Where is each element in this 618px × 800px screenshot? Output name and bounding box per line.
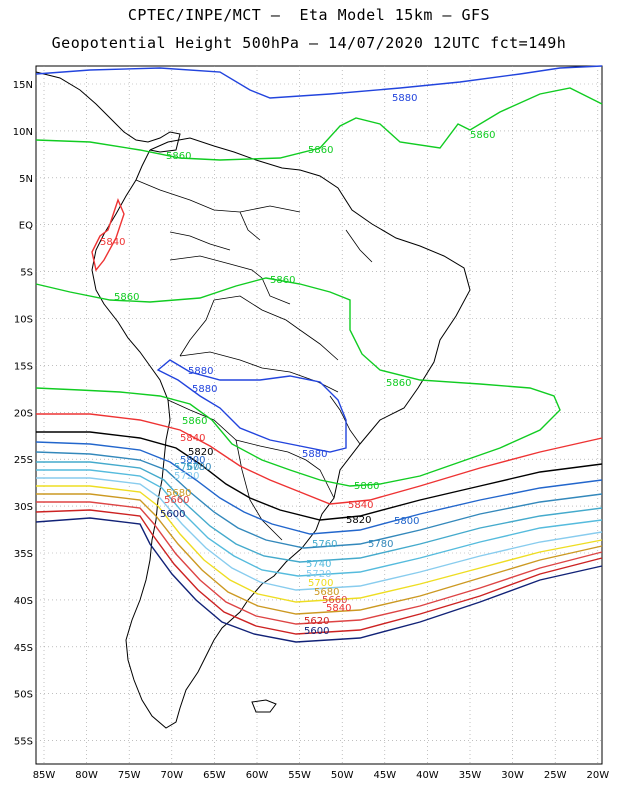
longitude-label: 80W: [75, 770, 98, 781]
contour-label-5860-central-b: 5860: [114, 292, 139, 303]
contour-label-5860-south-a: 5860: [182, 416, 207, 427]
contour-5660: [36, 501, 603, 625]
latitude-label: 30S: [14, 502, 33, 513]
latitude-label: EQ: [19, 221, 33, 232]
central-america-coast: [35, 71, 181, 153]
latitude-label: 25S: [14, 455, 33, 466]
contour-label-5800-east: 5800: [394, 516, 419, 527]
map-title-line1: CPTEC/INPE/MCT – Eta Model 15km – GFS: [127, 6, 491, 24]
contour-label-5860-south-b: 5860: [354, 481, 379, 492]
contour-label-5880-central-a: 5880: [188, 366, 213, 377]
contour-5600: [35, 517, 603, 643]
latitude-label: 5N: [19, 174, 33, 185]
contour-label-5720-west: 5720: [174, 471, 199, 482]
latitude-label: 50S: [14, 690, 33, 701]
contour-label-5840-east: 5840: [348, 500, 373, 511]
contour-label-5760-west: 5760: [174, 462, 199, 473]
contour-5860-north: [35, 87, 603, 161]
contour-5700: [36, 485, 603, 603]
latitude-label: 15S: [14, 361, 33, 372]
contour-label-5860-north-east: 5860: [470, 130, 495, 141]
contour-5880-central: [156, 359, 347, 453]
contour-label-5780-west: 5780: [186, 462, 211, 473]
contour-label-5840-south-a: 5840: [180, 433, 205, 444]
contour-label-5780-east: 5780: [368, 539, 393, 550]
south-america-coast: [91, 137, 471, 729]
contour-5880-north: [35, 65, 603, 99]
longitude-label: 35W: [459, 770, 482, 781]
falkland-islands: [251, 699, 277, 713]
map-title-line2: Geopotential Height 500hPa – 14/07/2020 …: [51, 34, 567, 52]
contour-label-5600-east: 5600: [304, 626, 329, 637]
country-borders: [135, 179, 373, 541]
contour-5620: [35, 509, 603, 635]
longitude-label: 55W: [288, 770, 311, 781]
contour-5780: [35, 451, 603, 549]
latitude-label: 15N: [13, 80, 33, 91]
longitude-label: 65W: [203, 770, 226, 781]
longitude-label: 45W: [373, 770, 396, 781]
contour-label-5860-north-mid: 5860: [308, 145, 333, 156]
contour-5720: [36, 477, 603, 591]
contour-5820: [36, 431, 603, 521]
latitude-label: 35S: [14, 549, 33, 560]
latitude-label: 45S: [14, 643, 33, 654]
longitude-label: 50W: [331, 770, 354, 781]
latitude-label: 10S: [14, 315, 33, 326]
latitude-label: 40S: [14, 596, 33, 607]
latitude-label: 10N: [13, 127, 33, 138]
latitude-label: 55S: [14, 737, 33, 748]
latitude-label: 5S: [20, 268, 33, 279]
longitude-label: 25W: [544, 770, 567, 781]
longitude-label: 20W: [586, 770, 609, 781]
contour-5680: [36, 493, 603, 615]
contour-label-5600-west: 5600: [160, 509, 185, 520]
contour-label-5880-central-b: 5880: [192, 384, 217, 395]
contour-label-5860-north-west: 5860: [166, 151, 191, 162]
map-frame: [35, 65, 603, 765]
longitude-label: 40W: [416, 770, 439, 781]
longitude-label: 70W: [160, 770, 183, 781]
contour-label-5860-central-a: 5860: [270, 275, 295, 286]
contour-5840: [36, 413, 603, 505]
contour-label-5760-east: 5760: [312, 539, 337, 550]
latitude-label: 20S: [14, 408, 33, 419]
contour-label-5860-central-c: 5860: [386, 378, 411, 389]
contour-label-5820-east: 5820: [346, 515, 371, 526]
longitude-label: 60W: [246, 770, 269, 781]
contour-label-5680-east: 5680: [314, 587, 339, 598]
contour-labels: 5880 5860 5860 5860 5840 5860 5860 5880 …: [100, 93, 495, 637]
contour-label-5880-central-c: 5880: [302, 449, 327, 460]
contour-label-5660-west: 5660: [164, 495, 189, 506]
contour-5740: [36, 469, 603, 577]
contour-5800: [35, 441, 603, 535]
contour-label-5840-amazon: 5840: [100, 237, 125, 248]
longitude-labels: 85W 80W 75W 70W 65W 60W 55W 50W 45W 40W 35W 30W 25W 2…: [33, 770, 610, 781]
longitude-label: 85W: [33, 770, 56, 781]
contour-lines: [35, 65, 603, 643]
contour-5760: [36, 461, 603, 563]
contour-label-5640-east: 5840: [326, 603, 351, 614]
contour-label-5620-east: 5620: [304, 616, 329, 627]
contour-label-5700-east: 5700: [308, 578, 333, 589]
contour-5840-amazon: [91, 198, 125, 272]
contour-5860-central: [35, 277, 561, 487]
contour-label-5680-west: 5680: [166, 488, 191, 499]
contour-label-5800-west: 5800: [180, 455, 205, 466]
latitude-labels: 15N 10N 5N EQ 5S 10S 15S 20S 25S 30S 35S 40S 45S 50S 5…: [13, 80, 33, 748]
contour-label-5740-east: 5740: [306, 559, 331, 570]
contour-label-5660-east: 5660: [322, 595, 347, 606]
contour-label-5880-north: 5880: [392, 93, 417, 104]
contour-label-5720-east: 5720: [306, 569, 331, 580]
longitude-label: 30W: [501, 770, 524, 781]
contour-label-5820-west: 5820: [188, 447, 213, 458]
longitude-label: 75W: [118, 770, 141, 781]
coastlines: [35, 71, 471, 729]
